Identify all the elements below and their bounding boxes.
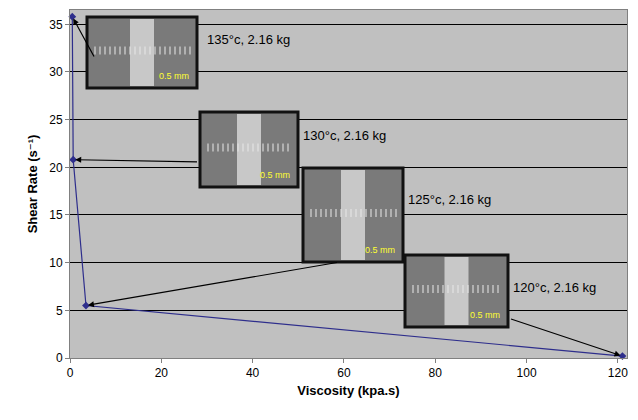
svg-text:120°c, 2.16 kg: 120°c, 2.16 kg (513, 280, 596, 295)
svg-text:30: 30 (49, 65, 63, 79)
svg-text:0: 0 (67, 366, 74, 380)
svg-text:0.5 mm: 0.5 mm (470, 310, 500, 320)
svg-text:15: 15 (49, 208, 63, 222)
svg-text:25: 25 (49, 113, 63, 127)
svg-text:0.5 mm: 0.5 mm (260, 170, 290, 180)
svg-text:Shear Rate (s⁻¹): Shear Rate (s⁻¹) (25, 135, 40, 234)
svg-text:0.5 mm: 0.5 mm (365, 245, 395, 255)
svg-text:80: 80 (429, 366, 443, 380)
svg-text:Viscosity (kpa.s): Viscosity (kpa.s) (297, 383, 399, 398)
svg-text:40: 40 (246, 366, 260, 380)
svg-text:100: 100 (517, 366, 537, 380)
svg-text:5: 5 (56, 304, 63, 318)
svg-text:60: 60 (337, 366, 351, 380)
svg-text:125°c, 2.16 kg: 125°c, 2.16 kg (408, 192, 491, 207)
svg-text:10: 10 (49, 256, 63, 270)
svg-text:0.5 mm: 0.5 mm (159, 71, 189, 81)
svg-text:135°c, 2.16 kg: 135°c, 2.16 kg (207, 32, 290, 47)
svg-text:20: 20 (49, 161, 63, 175)
svg-text:20: 20 (155, 366, 169, 380)
svg-text:0: 0 (56, 351, 63, 365)
svg-text:35: 35 (49, 18, 63, 32)
svg-text:130°c, 2.16 kg: 130°c, 2.16 kg (303, 128, 386, 143)
svg-text:120: 120 (608, 366, 628, 380)
